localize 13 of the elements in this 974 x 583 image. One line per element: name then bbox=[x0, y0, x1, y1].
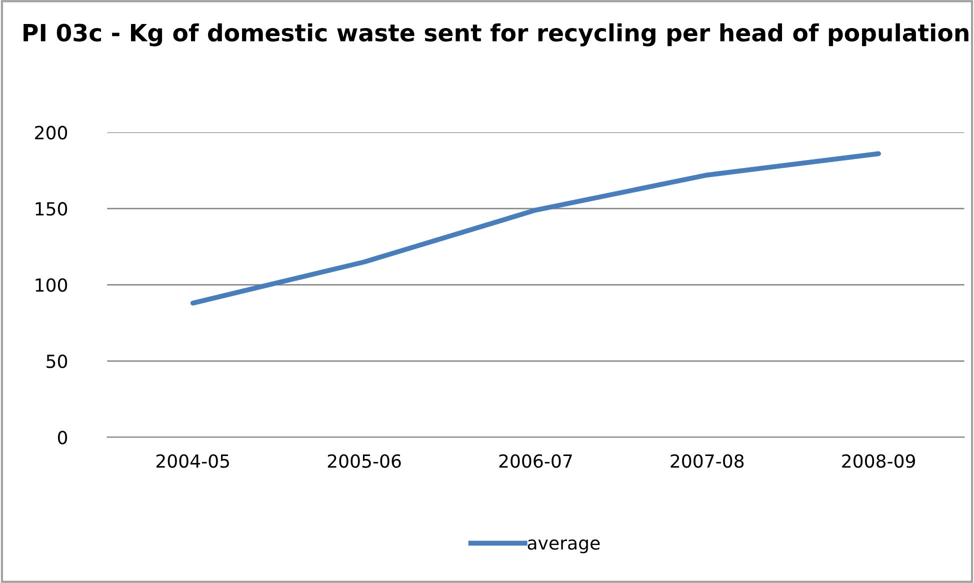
x-tick-label: 2006-07 bbox=[499, 454, 572, 468]
y-tick-label: 50 bbox=[46, 354, 68, 368]
x-tick-label: 2005-06 bbox=[328, 454, 401, 468]
y-tick-label: 200 bbox=[35, 126, 68, 140]
y-tick-label: 100 bbox=[36, 278, 68, 292]
chart-title: PI 03c - Kg of domestic waste sent for recycling per head of population bbox=[24, 23, 968, 46]
legend-label: average bbox=[528, 539, 600, 554]
y-tick-label: 150 bbox=[36, 202, 68, 216]
x-tick-label: 2008-09 bbox=[842, 454, 915, 468]
x-tick-label: 2007-08 bbox=[670, 454, 744, 468]
y-tick-label: 0 bbox=[58, 430, 68, 444]
x-tick-label: 2004-05 bbox=[156, 454, 229, 468]
line-series bbox=[190, 151, 881, 306]
